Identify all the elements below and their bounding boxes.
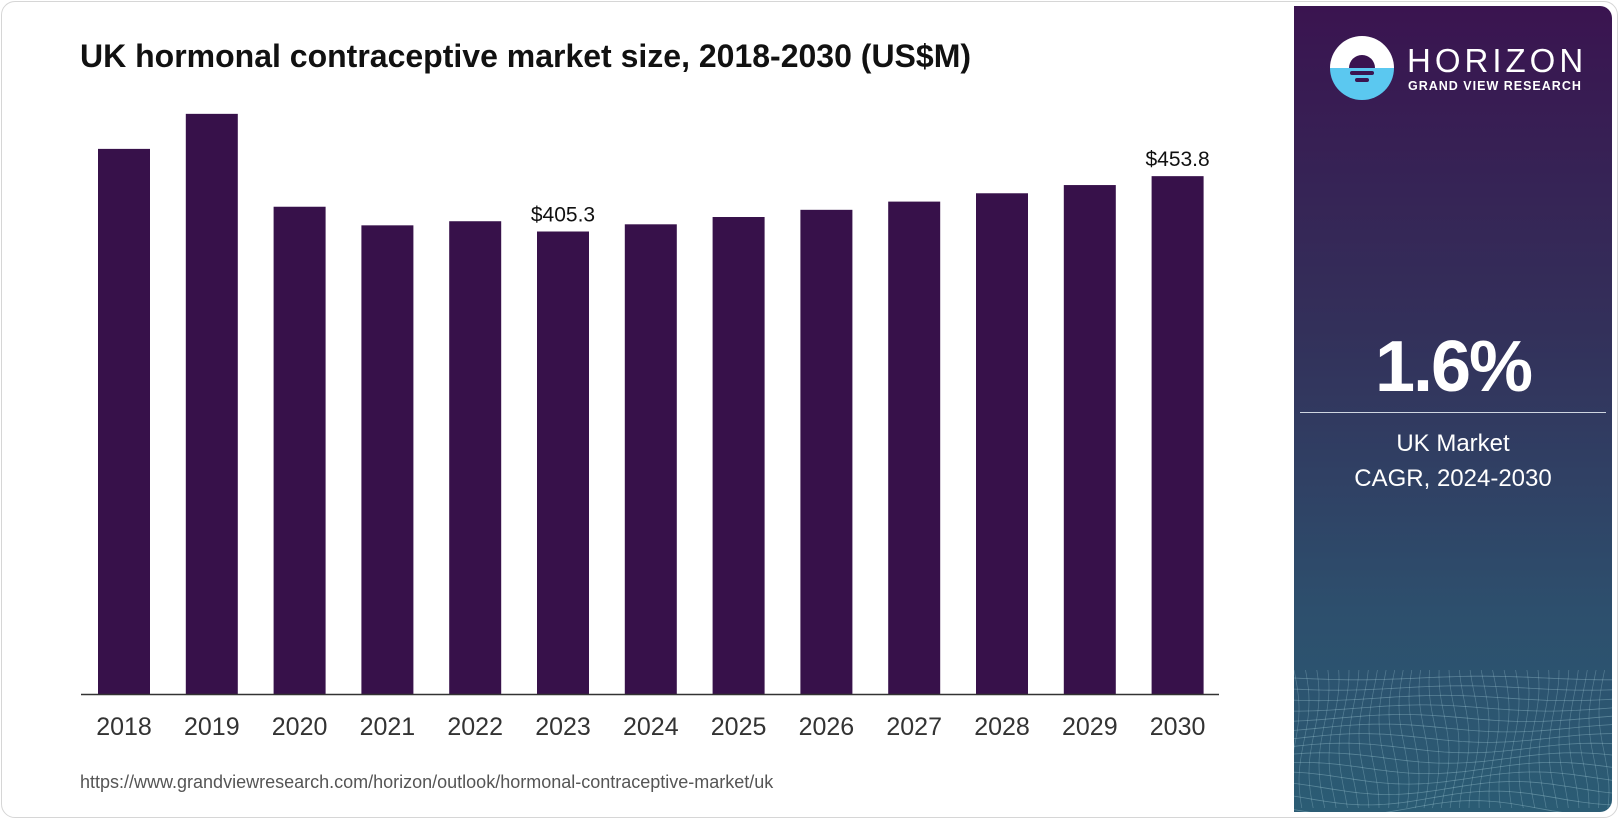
- wave-pattern-decoration: [1294, 670, 1612, 812]
- x-tick-label: 2022: [447, 713, 503, 741]
- x-tick-label: 2030: [1150, 713, 1206, 741]
- bar-2021: [361, 225, 414, 694]
- cagr-value: 1.6%: [1374, 327, 1533, 407]
- horizon-panel: HORIZON GRAND VIEW RESEARCH 1.6% UK Mark…: [1294, 6, 1612, 812]
- x-tick-label: 2023: [535, 713, 591, 741]
- bar-2026: [800, 209, 853, 694]
- x-tick-label: 2025: [711, 713, 767, 741]
- source-url[interactable]: https://www.grandviewresearch.com/horizo…: [80, 772, 774, 792]
- x-tick-label: 2026: [799, 713, 855, 741]
- bar-2022: [449, 221, 502, 694]
- x-tick-label: 2018: [96, 713, 152, 741]
- cagr-label-period: CAGR, 2024-2030: [1354, 465, 1552, 492]
- bar-2019: [185, 113, 238, 695]
- bar-2024: [624, 224, 677, 694]
- cagr-label-market: UK Market: [1396, 430, 1510, 457]
- x-tick-label: 2024: [623, 713, 679, 741]
- brand-subtitle: GRAND VIEW RESEARCH: [1408, 79, 1582, 93]
- bar-2028: [976, 193, 1028, 694]
- bar-chart: 2018 2019 2020 2021 2022 2023 $405.3 2024 2025 20…: [81, 113, 1219, 741]
- chart-title: UK hormonal contraceptive market size, 2…: [80, 38, 971, 74]
- bar-2018: [98, 148, 150, 694]
- data-label-2023: $405.3: [531, 204, 595, 227]
- x-tick-label: 2020: [272, 713, 328, 741]
- bar-2030: [1151, 176, 1204, 694]
- x-tick-label: 2029: [1062, 713, 1118, 741]
- brand-name: HORIZON: [1407, 42, 1588, 79]
- bar-2020: [273, 206, 326, 694]
- data-label-2030: $453.8: [1145, 148, 1209, 171]
- bar-2025: [712, 217, 765, 695]
- x-tick-label: 2028: [974, 713, 1030, 741]
- x-tick-label: 2021: [360, 713, 416, 741]
- x-tick-label: 2027: [886, 713, 942, 741]
- bar-2027: [888, 201, 941, 694]
- x-tick-label: 2019: [184, 713, 240, 741]
- bar-2029: [1063, 185, 1116, 694]
- divider: [1300, 412, 1606, 413]
- horizon-logo-icon: [1330, 36, 1394, 100]
- bar-2023: [537, 231, 589, 694]
